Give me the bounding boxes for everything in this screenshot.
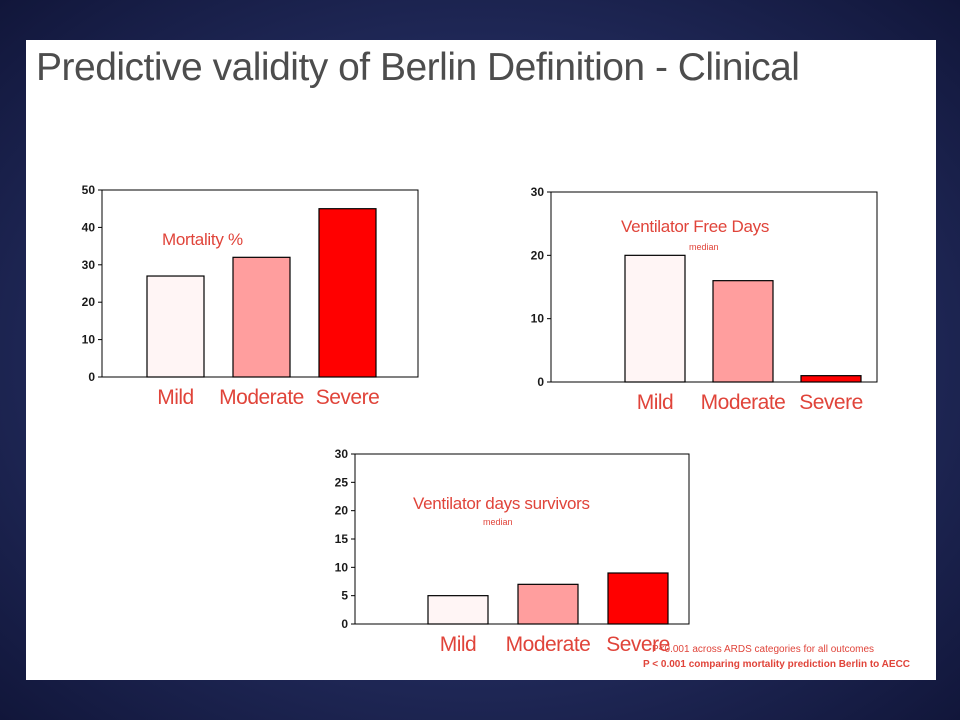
- chart-title: Mortality %: [162, 230, 243, 249]
- slide-title: Predictive validity of Berlin Definition…: [36, 46, 800, 89]
- y-tick-label: 30: [82, 258, 96, 272]
- ventilator-free-days-chart: 0 10 20 30 Mild Moderate Severe Ventilator Free…: [531, 185, 878, 414]
- y-tick-label: 20: [82, 295, 96, 309]
- chart-subtitle: median: [689, 242, 719, 252]
- chart-title: Ventilator Free Days: [621, 217, 769, 236]
- bar-severe: [800, 375, 862, 383]
- category-label: Moderate: [506, 633, 591, 656]
- bar-mild: [427, 595, 489, 625]
- category-label: Severe: [316, 386, 380, 409]
- y-tick-label: 0: [341, 617, 348, 631]
- y-tick-label: 20: [335, 504, 349, 518]
- y-tick-label: 20: [531, 248, 545, 262]
- category-label: Mild: [157, 386, 194, 409]
- y-tick-label: 30: [335, 447, 349, 461]
- y-tick-label: 40: [82, 220, 96, 234]
- y-tick-label: 25: [335, 475, 349, 489]
- chart-subtitle: median: [483, 517, 513, 527]
- ventilator-days-survivors-chart: 0 5 10 15 20 25 30 Mild Moderate Severe Ventilator…: [335, 447, 690, 656]
- bar-severe: [607, 572, 669, 625]
- footnote-mortality-comparison: P < 0.001 comparing mortality prediction…: [643, 659, 911, 670]
- y-tick-label: 15: [335, 532, 349, 546]
- y-tick-label: 10: [82, 333, 96, 347]
- category-label: Mild: [440, 633, 477, 656]
- y-tick-label: 50: [82, 183, 96, 197]
- bar-severe: [318, 208, 377, 378]
- category-label: Moderate: [219, 386, 304, 409]
- bar-mild: [146, 275, 205, 378]
- mortality-chart: 0 10 20 30 40 50 Mild Moderate Severe Mortality %: [82, 183, 419, 409]
- bar-moderate: [517, 583, 579, 625]
- bar-mild: [624, 254, 686, 383]
- category-label: Severe: [799, 391, 863, 414]
- y-tick-label: 10: [531, 312, 545, 326]
- footnote-significance: P<0.001 across ARDS categories for all o…: [652, 644, 875, 655]
- chart-title: Ventilator days survivors: [413, 494, 590, 513]
- category-label: Severe: [606, 633, 670, 656]
- y-tick-label: 0: [537, 375, 544, 389]
- y-tick-label: 5: [341, 589, 348, 603]
- y-tick-label: 30: [531, 185, 545, 199]
- bar-moderate: [232, 256, 291, 378]
- y-tick-label: 10: [335, 560, 349, 574]
- bar-moderate: [712, 280, 774, 383]
- slide: Predictive validity of Berlin Definition…: [26, 40, 936, 680]
- category-label: Mild: [637, 391, 674, 414]
- category-label: Moderate: [701, 391, 786, 414]
- y-tick-label: 0: [88, 370, 95, 384]
